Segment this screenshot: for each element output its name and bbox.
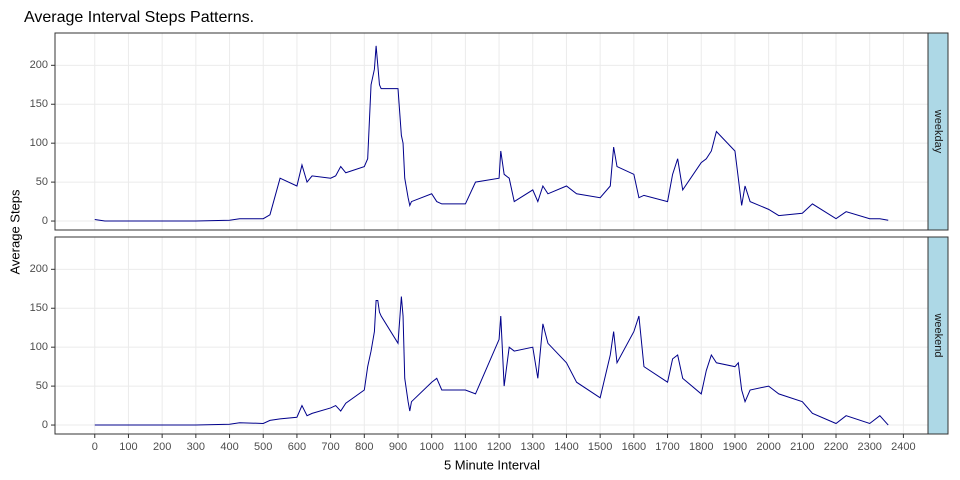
- x-tick-label: 300: [187, 441, 205, 453]
- x-tick-label: 1100: [454, 441, 478, 453]
- facet-label: weekday: [932, 109, 944, 154]
- x-tick-label: 1900: [723, 441, 747, 453]
- x-tick-label: 500: [254, 441, 272, 453]
- x-tick-label: 100: [119, 441, 137, 453]
- chart-title: Average Interval Steps Patterns.: [24, 9, 254, 26]
- y-tick-label: 0: [42, 419, 48, 431]
- facet-strip: [927, 32, 949, 231]
- y-tick-label: 100: [30, 137, 48, 149]
- x-tick-label: 1700: [655, 441, 679, 453]
- facet-label: weekend: [932, 312, 944, 357]
- x-tick-label: 700: [321, 441, 339, 453]
- x-tick-label: 400: [220, 441, 238, 453]
- x-tick-label: 1800: [689, 441, 713, 453]
- panel: [55, 33, 928, 230]
- x-axis-label: 5 Minute Interval: [444, 457, 540, 472]
- x-tick-label: 2200: [824, 441, 848, 453]
- x-tick-label: 2400: [891, 441, 915, 453]
- line: [94, 296, 889, 426]
- x-tick-label: 2100: [790, 441, 814, 453]
- y-axis-label: Average Steps: [7, 189, 22, 275]
- x-tick-label: 800: [355, 441, 373, 453]
- facet-strip: [927, 236, 949, 435]
- panel: [55, 237, 928, 434]
- x-tick-label: 1000: [419, 441, 443, 453]
- y-tick-label: 0: [42, 215, 48, 227]
- x-tick-label: 0: [92, 441, 98, 453]
- y-tick-label: 200: [30, 263, 48, 275]
- x-tick-label: 2300: [857, 441, 881, 453]
- x-tick-label: 1200: [487, 441, 511, 453]
- x-tick-label: 1400: [554, 441, 578, 453]
- x-tick-label: 1500: [588, 441, 612, 453]
- x-tick-label: 1600: [622, 441, 646, 453]
- line: [94, 45, 889, 222]
- y-tick-label: 200: [30, 59, 48, 71]
- x-tick-label: 1300: [521, 441, 545, 453]
- y-tick-label: 100: [30, 341, 48, 353]
- x-tick-label: 600: [288, 441, 306, 453]
- y-tick-label: 50: [36, 176, 48, 188]
- x-tick-label: 900: [389, 441, 407, 453]
- y-tick-label: 150: [30, 302, 48, 314]
- x-tick-label: 200: [153, 441, 171, 453]
- y-tick-label: 150: [30, 98, 48, 110]
- x-tick-label: 2000: [756, 441, 780, 453]
- y-tick-label: 50: [36, 380, 48, 392]
